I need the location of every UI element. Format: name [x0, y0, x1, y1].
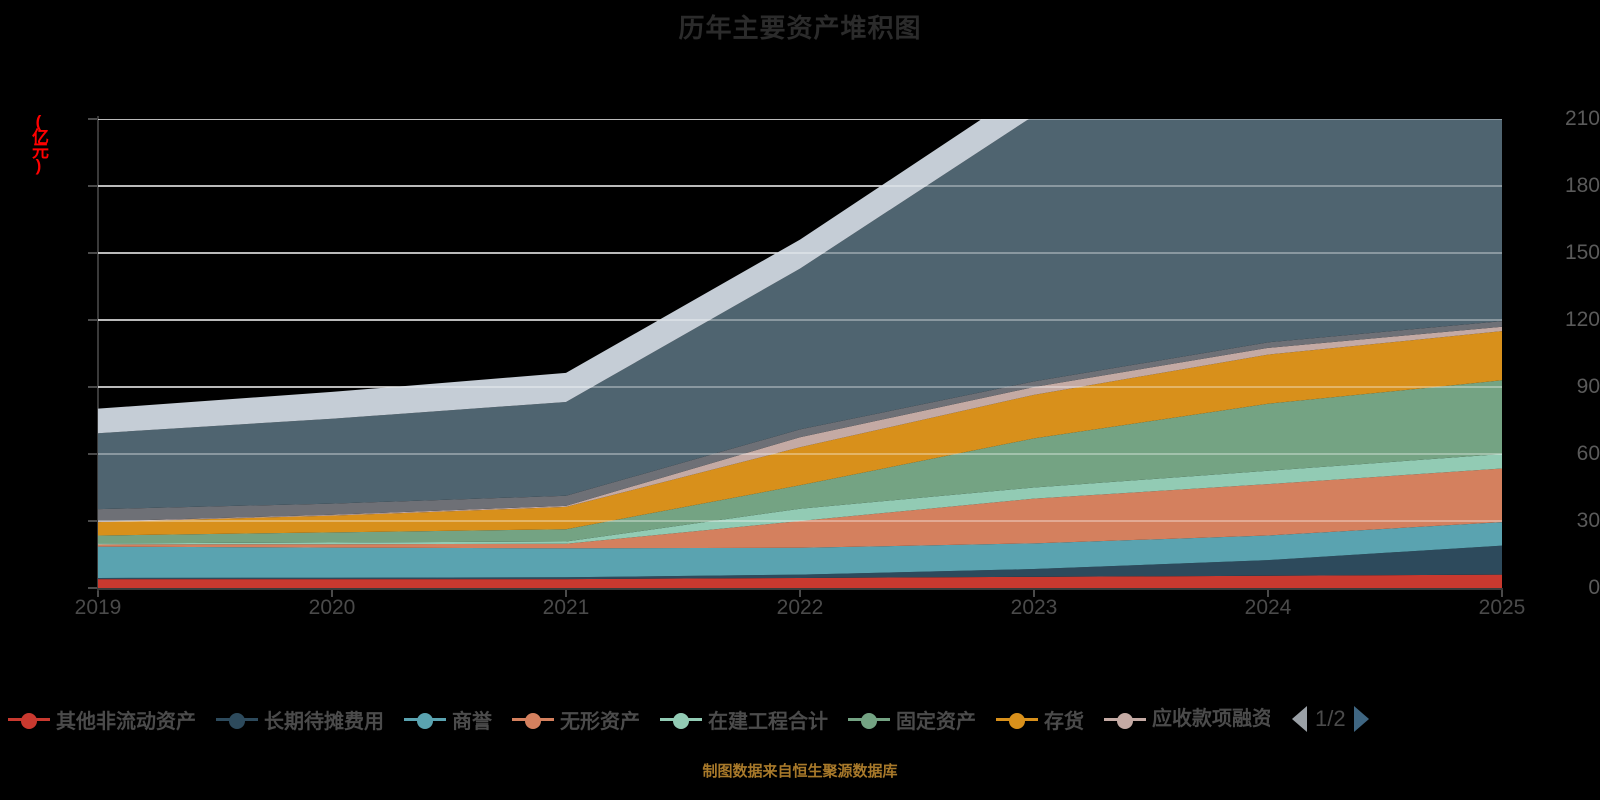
y-tick-mark — [88, 453, 98, 455]
x-tick-mark — [799, 588, 801, 597]
legend-label: 应收款项融资 — [1152, 708, 1270, 730]
area-series — [98, 119, 1029, 434]
x-tick-label: 2022 — [776, 596, 824, 619]
y-tick-mark — [88, 319, 98, 321]
legend-item[interactable]: 无形资产 — [512, 705, 640, 734]
legend-marker-icon — [216, 709, 258, 729]
x-axis-line — [97, 588, 1503, 590]
legend-item[interactable]: 应收款项融资 — [1104, 706, 1270, 732]
legend-label: 其他非流动资产 — [56, 710, 196, 733]
footer-note: 制图数据来自恒生聚源数据库 — [702, 763, 898, 780]
y-tick-label: 90 — [1576, 375, 1600, 398]
y-tick-mark — [88, 587, 98, 589]
legend-pager: 1/2 — [1292, 706, 1369, 732]
legend-item[interactable]: 在建工程合计 — [660, 705, 828, 734]
legend: 其他非流动资产 长期待摊费用 商誉 无形资产 在建工程合计 固定资产 存货 应收款项融资 1/2 — [0, 697, 1600, 741]
legend-label: 商誉 — [452, 710, 492, 733]
legend-marker-icon — [8, 709, 50, 729]
x-tick-mark — [1267, 588, 1269, 597]
y-tick-label: 210 — [1564, 107, 1600, 130]
y-tick-mark — [88, 118, 98, 120]
legend-item[interactable]: 固定资产 — [848, 705, 976, 734]
y-tick-mark — [88, 185, 98, 187]
x-tick-label: 2024 — [1244, 596, 1292, 619]
legend-marker-icon — [996, 709, 1038, 729]
legend-item[interactable]: 长期待摊费用 — [216, 705, 384, 734]
legend-label: 在建工程合计 — [708, 710, 828, 733]
legend-marker-icon — [1104, 709, 1146, 729]
page-title: 历年主要资产堆积图 — [678, 13, 922, 43]
legend-label: 长期待摊费用 — [264, 710, 384, 733]
y-axis-unit-label: (亿元) — [29, 112, 48, 172]
legend-item[interactable]: 其他非流动资产 — [8, 705, 196, 734]
legend-item[interactable]: 存货 — [996, 705, 1084, 734]
stacked-area-svg — [98, 119, 1502, 588]
area-series — [98, 574, 1502, 588]
y-tick-label: 150 — [1564, 241, 1600, 264]
legend-marker-icon — [660, 709, 702, 729]
area-series — [98, 468, 1502, 549]
x-tick-mark — [97, 588, 99, 597]
y-tick-mark — [88, 252, 98, 254]
x-tick-mark — [565, 588, 567, 597]
stacked-area-plot — [98, 119, 1502, 588]
y-axis-line — [97, 116, 99, 591]
area-series — [98, 545, 1502, 580]
pager-next-arrow-icon[interactable] — [1353, 706, 1369, 732]
legend-label: 无形资产 — [560, 710, 640, 733]
x-tick-mark — [1501, 588, 1503, 597]
y-tick-mark — [88, 386, 98, 388]
x-tick-label: 2019 — [74, 596, 122, 619]
x-tick-label: 2021 — [542, 596, 590, 619]
y-tick-label: 60 — [1576, 442, 1600, 465]
pager-prev-arrow-icon[interactable] — [1292, 706, 1307, 732]
y-tick-mark — [88, 520, 98, 522]
legend-marker-icon — [512, 709, 554, 729]
legend-marker-icon — [848, 709, 890, 729]
legend-label: 固定资产 — [896, 710, 976, 733]
pager-text: 1/2 — [1315, 706, 1346, 731]
area-series — [98, 119, 1502, 510]
y-tick-label: 120 — [1564, 308, 1600, 331]
y-tick-label: 30 — [1576, 509, 1600, 532]
area-series — [98, 522, 1502, 578]
legend-label: 存货 — [1044, 710, 1084, 733]
y-tick-label: 0 — [1588, 576, 1600, 599]
x-tick-mark — [1033, 588, 1035, 597]
x-tick-label: 2023 — [1010, 596, 1058, 619]
x-tick-mark — [331, 588, 333, 597]
legend-item[interactable]: 商誉 — [404, 705, 492, 734]
legend-marker-icon — [404, 709, 446, 729]
y-tick-label: 180 — [1564, 174, 1600, 197]
x-tick-label: 2020 — [308, 596, 356, 619]
area-series — [98, 380, 1502, 544]
area-series — [98, 331, 1502, 536]
x-tick-label: 2025 — [1478, 596, 1526, 619]
